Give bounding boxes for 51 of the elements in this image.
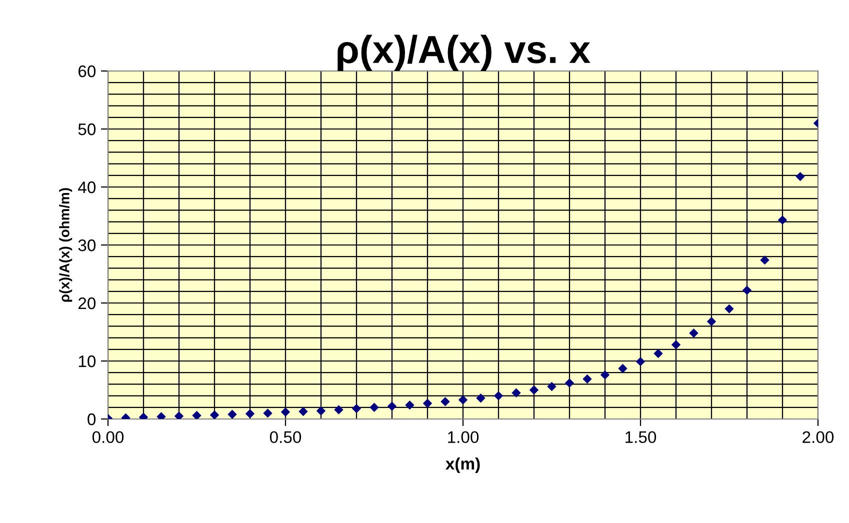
point [636, 356, 646, 366]
point [760, 255, 770, 265]
y-tick-label: 20 [78, 297, 96, 310]
point [494, 391, 504, 400]
point [476, 394, 486, 403]
chart-title: ρ(x)/A(x) vs. x [338, 34, 590, 71]
y-tick-label: 0 [88, 413, 96, 426]
point [618, 364, 628, 374]
point [529, 385, 539, 395]
point [405, 400, 414, 410]
point [298, 406, 308, 416]
point [547, 382, 556, 392]
point [671, 340, 681, 350]
point [422, 398, 432, 408]
point [778, 215, 788, 225]
x-tick-label: 1.00 [448, 431, 479, 444]
point [600, 370, 610, 380]
x-tick-label: 0.50 [270, 431, 302, 444]
point [706, 316, 716, 326]
y-tick-label: 40 [78, 181, 96, 194]
point [280, 407, 290, 417]
point [387, 402, 397, 411]
x-tick-label: 2.00 [802, 431, 834, 444]
y-tick-label: 50 [78, 123, 96, 136]
point [582, 374, 592, 384]
point [742, 286, 752, 295]
y-axis-title: ρ(x)/A(x) (ohm/m) [59, 188, 72, 302]
point [370, 402, 379, 412]
y-tick-label: 60 [78, 65, 96, 78]
x-tick-label: 1.50 [626, 431, 656, 444]
point [654, 348, 663, 358]
point [564, 378, 574, 388]
point [192, 410, 202, 419]
point [512, 388, 521, 398]
x-axis-title: x(m) [446, 457, 480, 473]
point [316, 406, 326, 416]
y-tick-label: 30 [78, 239, 96, 252]
point [334, 405, 344, 414]
point [263, 408, 272, 418]
point [440, 396, 450, 406]
point [796, 172, 805, 182]
point [245, 409, 255, 418]
y-tick-label: 10 [78, 355, 96, 368]
point [228, 410, 237, 419]
x-tick-label: 0.00 [92, 431, 124, 444]
point [210, 410, 220, 419]
point [689, 328, 698, 338]
point [352, 404, 362, 414]
point [724, 304, 734, 314]
point [174, 411, 184, 419]
point [458, 395, 468, 404]
